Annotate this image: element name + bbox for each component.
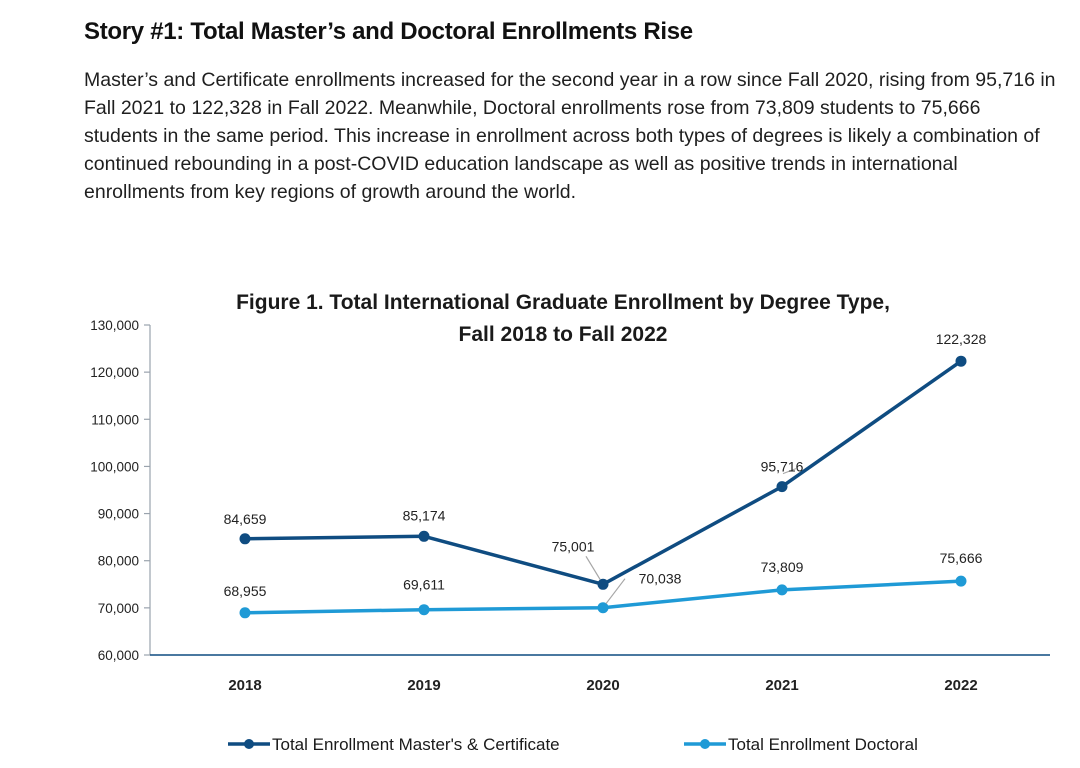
data-label: 69,611 bbox=[403, 577, 445, 593]
data-label: 85,174 bbox=[403, 507, 446, 523]
data-label: 95,716 bbox=[761, 459, 804, 475]
legend-label: Total Enrollment Doctoral bbox=[728, 735, 918, 754]
x-tick-label: 2018 bbox=[228, 677, 261, 694]
y-tick-label: 80,000 bbox=[98, 554, 139, 569]
x-tick-label: 2022 bbox=[944, 677, 977, 694]
data-point bbox=[597, 578, 609, 590]
series-line-1 bbox=[243, 359, 963, 587]
y-tick-label: 110,000 bbox=[91, 412, 139, 427]
legend-marker bbox=[700, 739, 710, 749]
y-tick-label: 70,000 bbox=[98, 601, 139, 616]
legend-item-2: Total Enrollment Doctoral bbox=[684, 735, 918, 754]
x-tick-label: 2021 bbox=[765, 677, 798, 694]
legend-marker bbox=[244, 739, 254, 749]
legend-label: Total Enrollment Master's & Certificate bbox=[272, 735, 560, 754]
data-point bbox=[239, 607, 251, 619]
story-paragraph: Master’s and Certificate enrollments inc… bbox=[84, 69, 1056, 203]
data-label: 84,659 bbox=[224, 511, 267, 527]
chart-title-line-2: Fall 2018 to Fall 2022 bbox=[459, 323, 668, 346]
data-point bbox=[776, 584, 788, 596]
data-point bbox=[239, 533, 251, 545]
data-label: 75,666 bbox=[940, 550, 983, 566]
y-tick-label: 130,000 bbox=[90, 318, 139, 333]
chart-title-line-1: Figure 1. Total International Graduate E… bbox=[236, 291, 890, 314]
x-tick-label: 2020 bbox=[586, 677, 619, 694]
leader-line bbox=[585, 555, 601, 580]
data-point bbox=[955, 575, 967, 587]
y-tick-label: 120,000 bbox=[90, 365, 139, 380]
leader-line bbox=[605, 578, 626, 605]
data-label: 75,001 bbox=[552, 538, 595, 554]
y-tick-label: 90,000 bbox=[98, 507, 139, 522]
leader-line bbox=[782, 468, 797, 475]
data-point bbox=[955, 355, 967, 367]
data-label: 122,328 bbox=[936, 331, 987, 347]
data-point bbox=[418, 530, 430, 542]
legend-item-1: Total Enrollment Master's & Certificate bbox=[228, 735, 560, 754]
x-tick-label: 2019 bbox=[407, 677, 440, 694]
y-tick-label: 100,000 bbox=[90, 459, 139, 474]
data-point bbox=[597, 602, 609, 614]
data-label: 68,955 bbox=[224, 583, 267, 599]
data-label: 73,809 bbox=[761, 559, 804, 575]
y-tick-label: 60,000 bbox=[98, 648, 139, 663]
data-label: 70,038 bbox=[639, 571, 682, 587]
data-point bbox=[776, 481, 788, 493]
data-point bbox=[418, 604, 430, 616]
story-heading: Story #1: Total Master’s and Doctoral En… bbox=[84, 18, 693, 45]
